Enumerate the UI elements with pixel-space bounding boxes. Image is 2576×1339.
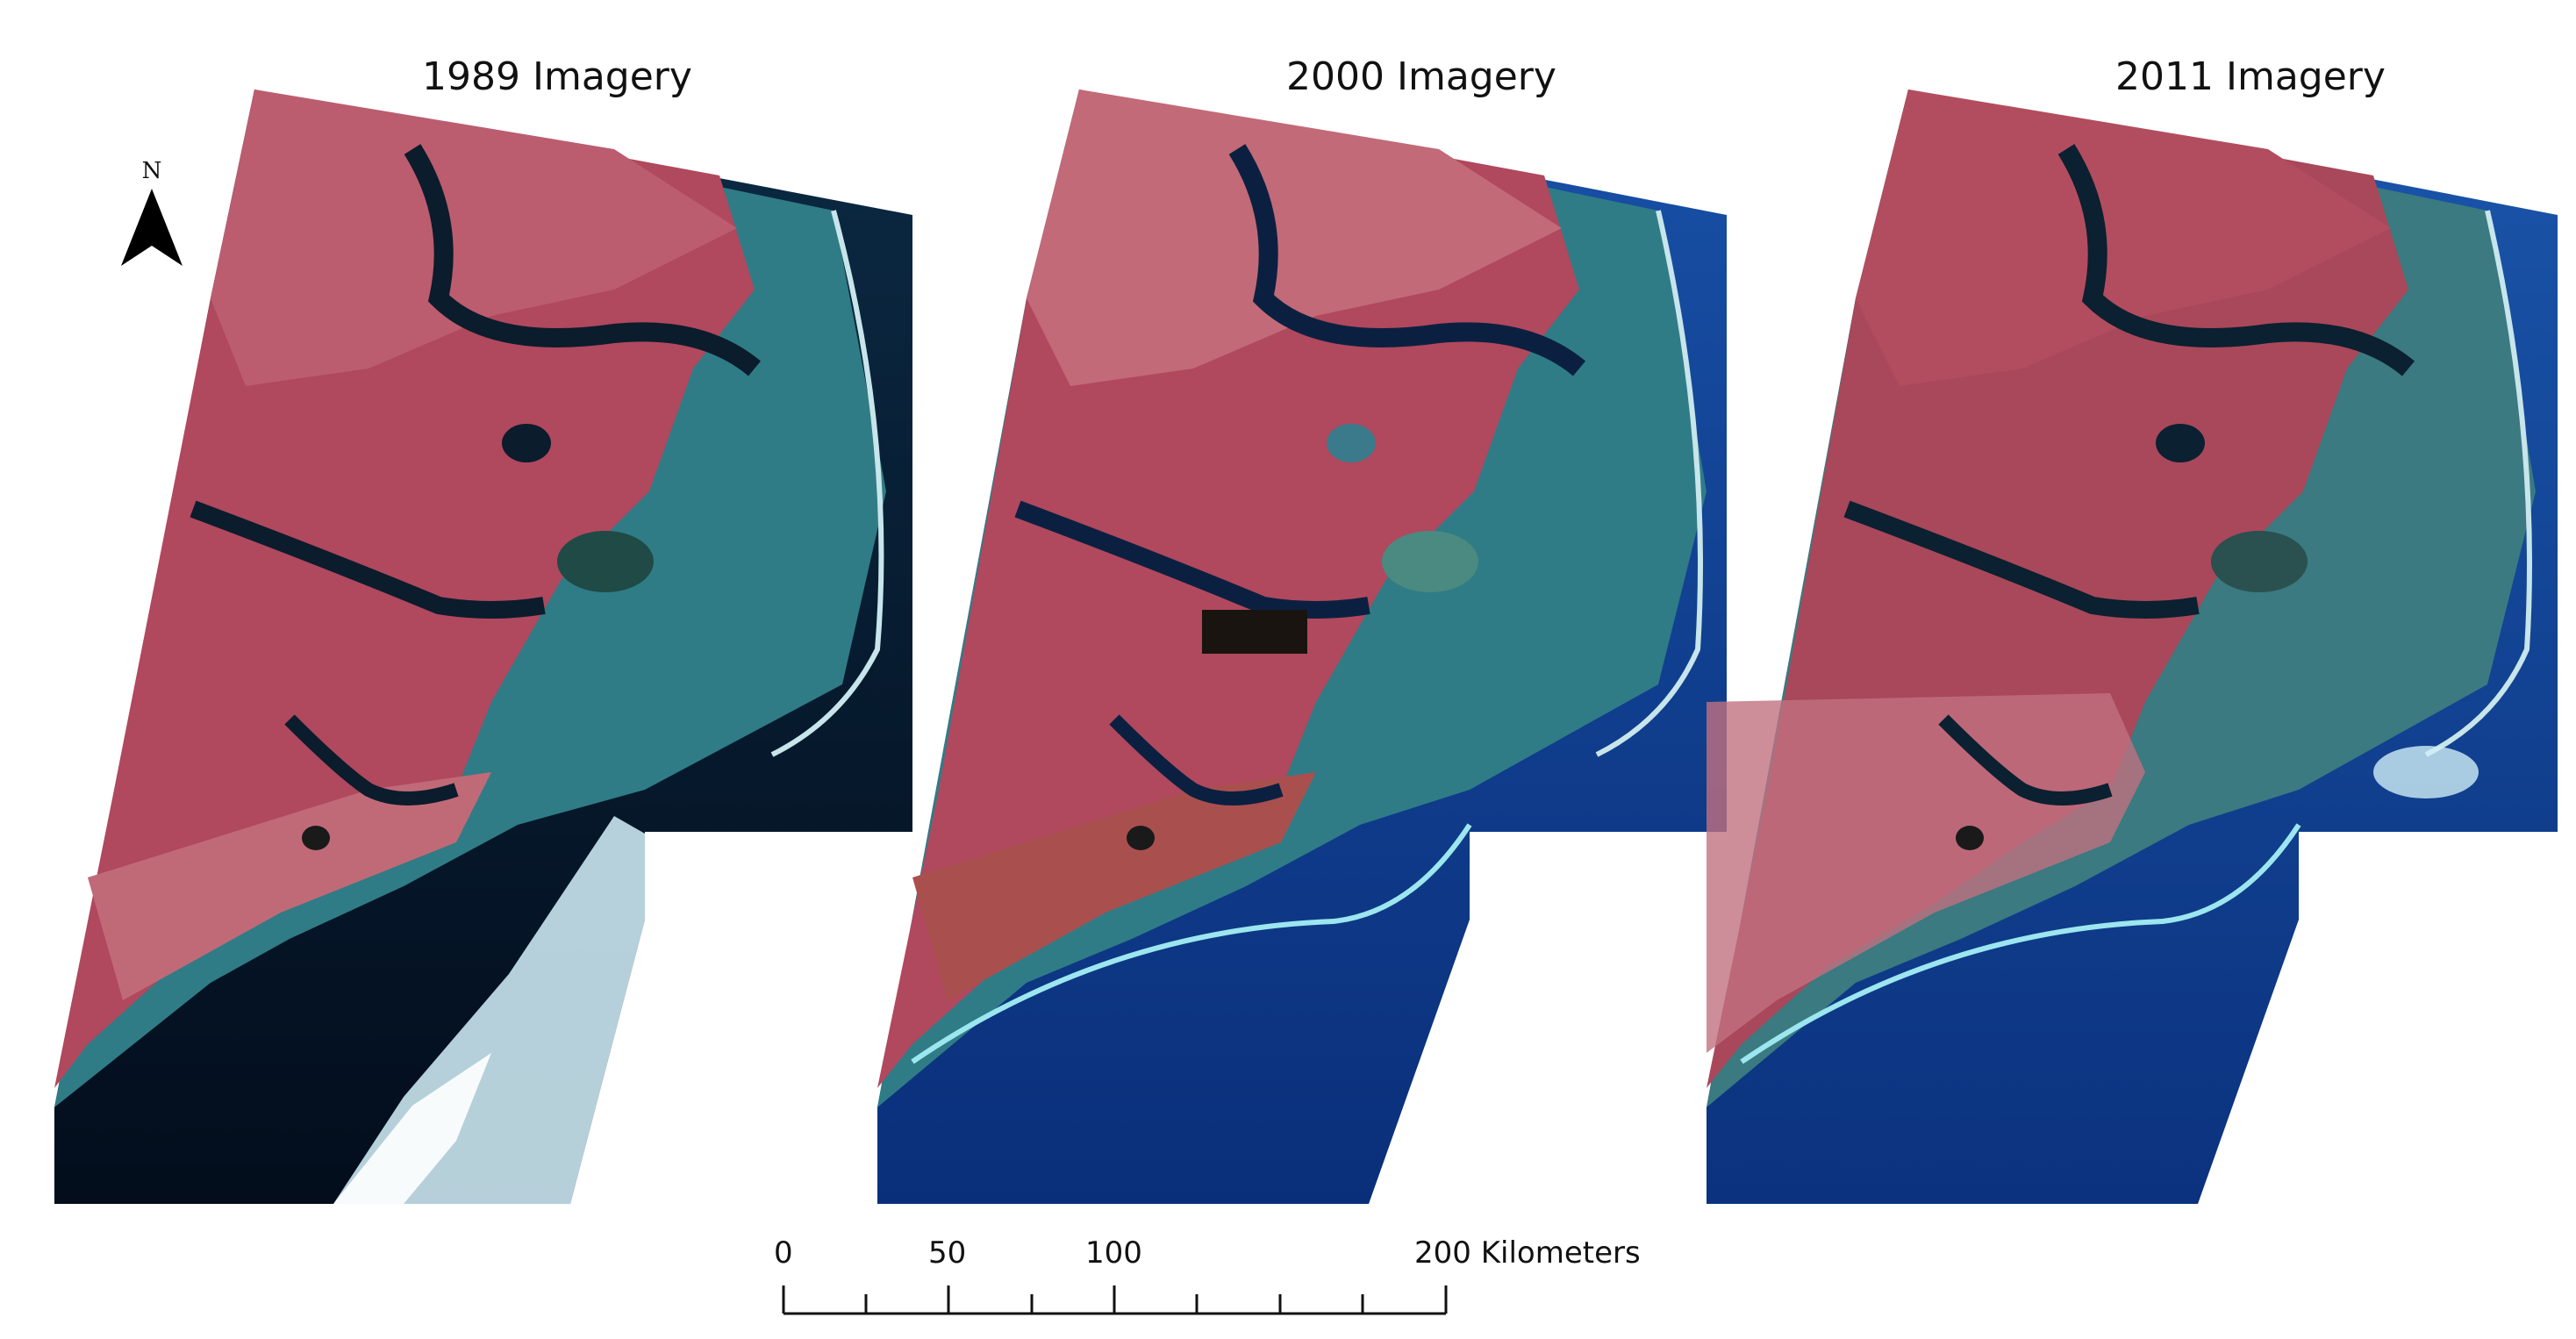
north-arrow-label: N xyxy=(142,158,162,184)
scale-label-100: 100 xyxy=(1085,1235,1142,1271)
panel-title-2011: 2011 Imagery xyxy=(2115,54,2386,99)
map-panel-2000 xyxy=(877,90,1727,1204)
scale-label-0: 0 xyxy=(774,1235,793,1271)
map-panel-2011 xyxy=(1707,90,2558,1204)
panel-title-2000: 2000 Imagery xyxy=(1286,54,1556,99)
north-arrow-icon: N xyxy=(121,158,182,266)
scale-label-50: 50 xyxy=(928,1235,967,1271)
panel-title-1989: 1989 Imagery xyxy=(422,54,692,99)
map-panel-1989 xyxy=(54,90,912,1204)
scale-label-200: 200 Kilometers xyxy=(1414,1235,1641,1271)
